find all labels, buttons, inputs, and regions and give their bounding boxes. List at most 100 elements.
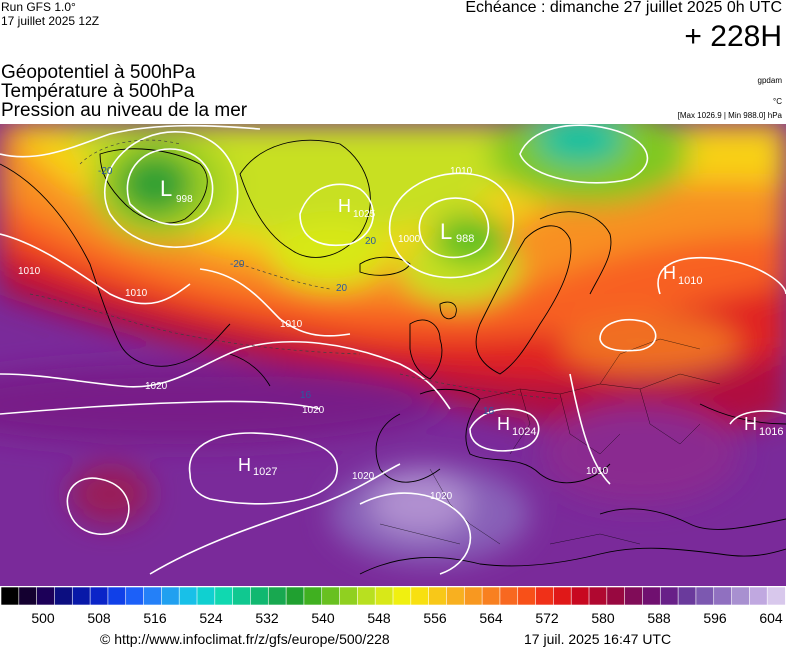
color-swatch [107,586,127,606]
color-swatch [321,586,341,606]
color-swatch [374,586,394,606]
forecast-valid-time: Echéance : dimanche 27 juillet 2025 0h U… [465,0,782,16]
color-swatch [463,586,483,606]
unit-pressure-range: [Max 1026.9 | Min 988.0] hPa [677,111,782,120]
temperature-isotherms [29,139,561,400]
svg-text:1027: 1027 [253,466,277,478]
isotherm-label: 16 [300,390,312,401]
color-swatch [642,586,661,606]
color-scale-label: 564 [479,610,503,626]
svg-text:H: H [663,263,676,283]
svg-text:L: L [160,176,172,201]
isobar-label: 1010 [280,319,303,330]
color-swatch [392,586,412,606]
isotherm-label: -20 [230,259,245,270]
color-swatch [36,586,56,606]
pressure-centers: L 998 H 1025 L 988 H 1010 H 1027 H 1024 … [160,176,783,478]
color-swatch [161,586,180,606]
model-run-label: Run GFS 1.0° [1,0,76,14]
svg-text:1025: 1025 [353,209,376,220]
color-scale-label: 604 [759,610,783,626]
isotherm-label: 20 [365,236,377,247]
color-swatch [267,586,287,606]
color-swatch [125,586,145,606]
color-swatch [303,586,323,606]
isobar-label: 1010 [125,288,148,299]
svg-text:H: H [338,196,351,216]
isobar-label: 1010 [586,466,609,477]
color-swatch [481,586,501,606]
isobar-label: 1010 [18,266,41,277]
color-swatch [588,586,608,606]
color-swatch [232,586,252,606]
svg-text:1010: 1010 [678,275,702,287]
color-swatch [18,586,38,606]
color-scale-label: 580 [591,610,615,626]
high-pressure-center: H 1024 [497,414,536,438]
unit-geopotential: gpdam [757,76,782,85]
svg-text:1016: 1016 [759,426,783,438]
field-temperature: Température à 500hPa [1,81,195,102]
color-scale-label: 548 [367,610,391,626]
color-swatch [606,586,626,606]
color-swatch [178,586,198,606]
color-swatch [339,586,359,606]
forecast-lead-time: + 228H [684,20,782,53]
color-scale-bar [0,586,786,606]
high-pressure-center: H 1016 [744,414,783,438]
model-run-date: 17 juillet 2025 12Z [1,14,100,28]
isobar-label: 1020 [352,471,375,482]
source-credit: © http://www.infoclimat.fr/z/gfs/europe/… [100,631,390,647]
color-scale-label: 508 [87,610,111,626]
color-swatch [196,586,216,606]
high-pressure-center: H 1027 [238,455,277,478]
isobar-label: 1000 [398,234,421,245]
svg-text:1024: 1024 [512,426,536,438]
isobars [0,124,786,575]
color-scale-label: 516 [143,610,167,626]
color-swatch [71,586,91,606]
svg-text:998: 998 [176,194,193,205]
svg-text:L: L [440,219,452,244]
color-swatch [570,586,590,606]
color-scale-label: 572 [535,610,559,626]
color-scale-labels: 500 508 516 524 532 540 548 556 564 572 580 588 596 6… [31,610,783,626]
unit-temperature: °C [773,97,782,106]
field-legend: Géopotentiel à 500hPa Température à 500h… [1,63,247,120]
isobar-label: 1020 [145,381,168,392]
color-swatch [428,586,448,606]
color-scale-label: 540 [311,610,335,626]
isotherm-label: 20 [336,283,348,294]
color-swatch [731,586,751,606]
svg-text:H: H [497,414,510,434]
isobar-label: 1020 [302,405,325,416]
isobar-labels: 1010 1010 1010 1010 1000 1020 1020 1020 … [18,166,609,502]
generation-time: 17 juil. 2025 16:47 UTC [524,631,672,647]
color-swatch [410,586,430,606]
isobar-label: 1010 [450,166,473,177]
svg-text:988: 988 [456,233,474,245]
weather-map[interactable]: L 998 H 1025 L 988 H 1010 H 1027 H 1024 … [0,124,786,586]
svg-text:H: H [744,414,757,434]
color-scale-label: 588 [647,610,671,626]
color-swatch [677,586,697,606]
color-swatch [749,586,768,606]
color-swatch [695,586,715,606]
high-pressure-center: H 1010 [663,263,702,287]
geopotential-field [0,124,786,586]
color-swatch [659,586,679,606]
color-scale-label: 524 [199,610,223,626]
isobar-label: 1020 [430,491,453,502]
color-swatch [713,586,733,606]
high-pressure-center: H 1025 [338,196,376,220]
color-swatch [143,586,163,606]
color-swatch [553,586,572,606]
color-swatch [357,586,376,606]
field-pressure: Pression au niveau de la mer [1,100,248,121]
color-swatch [766,586,786,606]
svg-text:H: H [238,455,251,475]
color-swatch [624,586,644,606]
color-swatch [89,586,109,606]
low-pressure-center: L 998 [160,176,193,205]
low-pressure-center: L 988 [440,219,474,245]
